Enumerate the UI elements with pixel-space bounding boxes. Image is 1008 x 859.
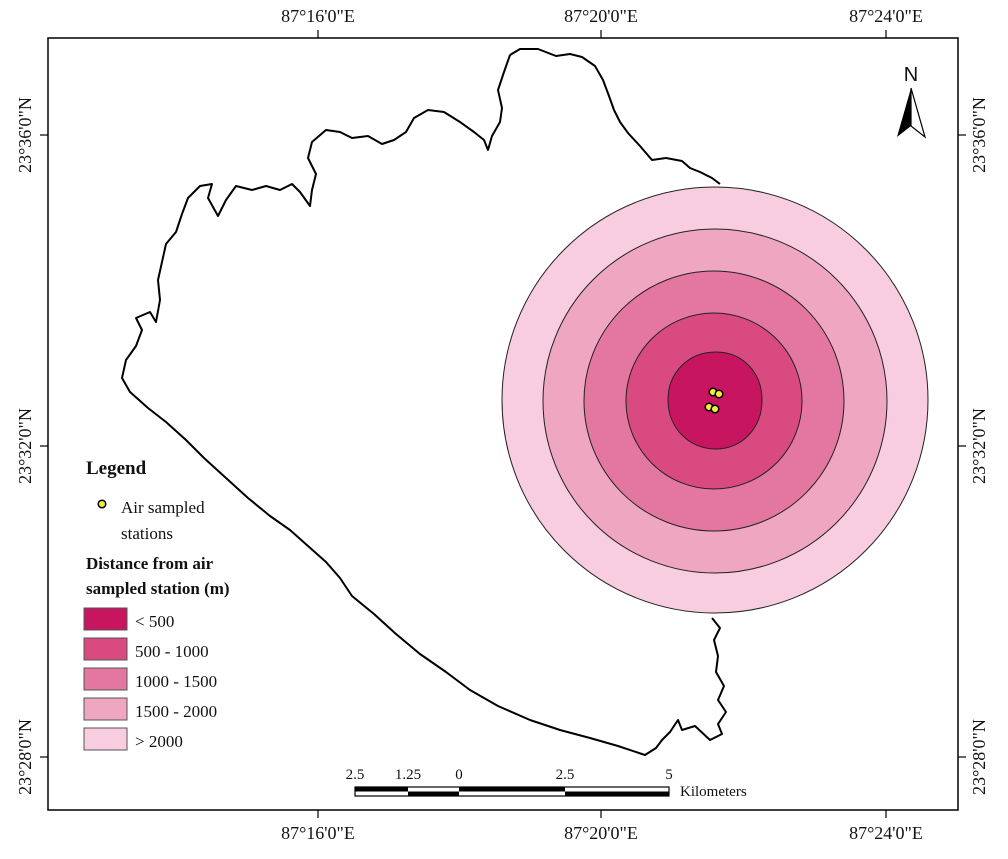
legend-class-label: 1000 - 1500 <box>135 672 217 691</box>
bottom-label-2: 87°20'0"E <box>564 823 638 843</box>
scale-label: 2.5 <box>346 767 365 783</box>
legend-station-symbol <box>97 499 107 509</box>
legend-station-label-1: Air sampled <box>121 498 205 517</box>
bottom-label-3: 87°24'0"E <box>849 823 923 843</box>
legend-title: Legend <box>86 458 147 479</box>
study-area-boundary <box>121 48 727 756</box>
distance-buffers <box>501 186 929 614</box>
right-label-2: 23°32'0"N <box>969 408 989 484</box>
top-label-3: 87°24'0"E <box>849 6 923 26</box>
bottom-label-1: 87°16'0"E <box>281 823 355 843</box>
north-label: N <box>904 64 918 86</box>
legend-distance-title-1: Distance from air <box>86 554 214 573</box>
legend-swatch-1000-1500 <box>83 667 128 691</box>
legend-class-label: 1500 - 2000 <box>135 702 217 721</box>
legend-swatch-gt2000 <box>83 727 128 751</box>
legend-distance-title-2: sampled station (m) <box>86 579 230 598</box>
left-label-1: 23°36'0"N <box>15 97 35 173</box>
legend-class-label: < 500 <box>135 612 174 631</box>
top-label-1: 87°16'0"E <box>281 6 355 26</box>
legend-swatch-lt500 <box>83 607 128 631</box>
left-label-2: 23°32'0"N <box>15 408 35 484</box>
legend: Legend Air sampled stations Distance fro… <box>83 458 230 751</box>
legend-class-label: > 2000 <box>135 732 183 751</box>
left-label-3: 23°28'0"N <box>15 719 35 795</box>
scale-bar: 2.5 1.25 0 2.5 5 Kilometers <box>346 767 747 800</box>
station-point <box>710 404 720 414</box>
right-label-1: 23°36'0"N <box>969 97 989 173</box>
legend-station-label-2: stations <box>121 524 173 543</box>
legend-swatch-1500-2000 <box>83 697 128 721</box>
buffer-ring-lt500 <box>667 351 763 450</box>
station-point <box>714 389 724 399</box>
legend-swatch-500-1000 <box>83 637 128 661</box>
scale-label: 0 <box>455 767 463 783</box>
scale-label: 5 <box>665 767 673 783</box>
top-label-2: 87°20'0"E <box>564 6 638 26</box>
legend-class-label: 500 - 1000 <box>135 642 209 661</box>
air-stations <box>704 387 724 414</box>
scale-label: 1.25 <box>395 767 421 783</box>
north-arrow: N <box>897 64 927 139</box>
scale-unit: Kilometers <box>680 784 747 800</box>
scale-label: 2.5 <box>556 767 575 783</box>
right-label-3: 23°28'0"N <box>969 719 989 795</box>
north-arrow-icon <box>897 87 927 139</box>
graticule-ticks <box>40 30 966 818</box>
